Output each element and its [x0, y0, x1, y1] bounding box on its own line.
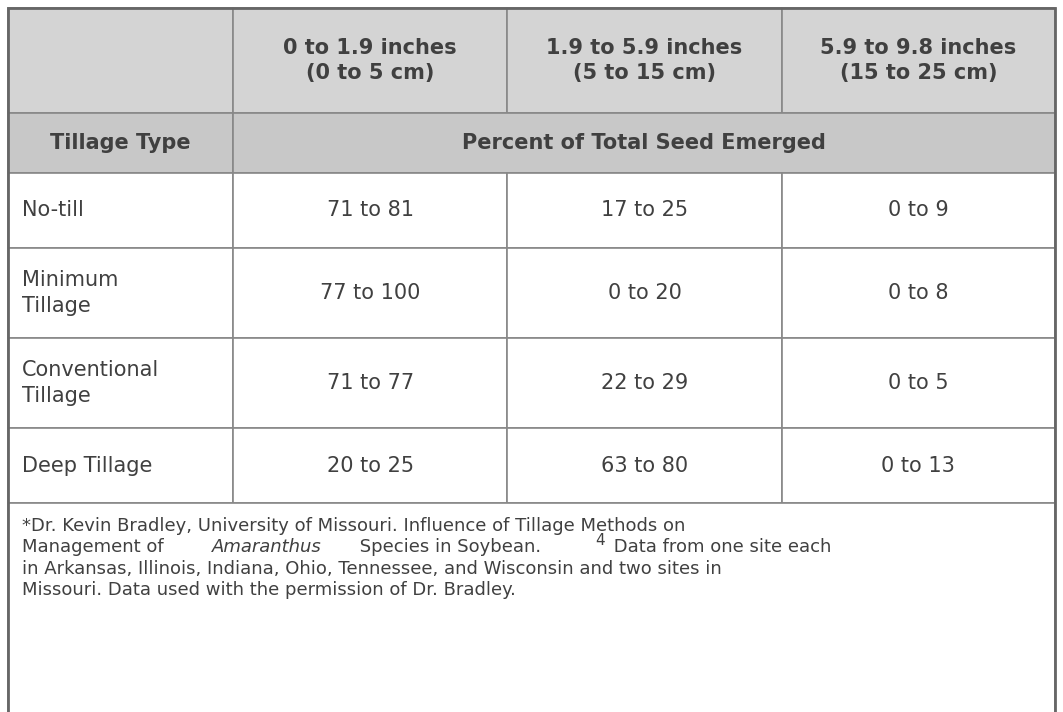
Bar — [781, 8, 1054, 113]
Text: 4: 4 — [595, 533, 605, 548]
Text: 71 to 77: 71 to 77 — [326, 373, 414, 393]
Bar — [233, 428, 507, 503]
Text: 71 to 81: 71 to 81 — [326, 201, 414, 221]
Bar — [233, 248, 507, 338]
Bar — [9, 338, 233, 428]
Bar — [9, 248, 233, 338]
Text: 5.9 to 9.8 inches
(15 to 25 cm): 5.9 to 9.8 inches (15 to 25 cm) — [821, 38, 1016, 83]
Text: Deep Tillage: Deep Tillage — [22, 456, 152, 476]
Text: Management of: Management of — [22, 538, 169, 557]
Text: *Dr. Kevin Bradley, University of Missouri. Influence of Tillage Methods on: *Dr. Kevin Bradley, University of Missou… — [22, 517, 686, 535]
Bar — [507, 428, 781, 503]
Bar — [507, 173, 781, 248]
Bar — [781, 338, 1054, 428]
Text: 0 to 20: 0 to 20 — [608, 283, 681, 303]
Bar — [233, 338, 507, 428]
Bar — [9, 503, 1054, 712]
Text: 22 to 29: 22 to 29 — [601, 373, 688, 393]
Bar — [9, 173, 233, 248]
Text: No-till: No-till — [22, 201, 84, 221]
Text: 63 to 80: 63 to 80 — [601, 456, 688, 476]
Text: Missouri. Data used with the permission of Dr. Bradley.: Missouri. Data used with the permission … — [22, 582, 516, 600]
Text: 17 to 25: 17 to 25 — [601, 201, 688, 221]
Text: 0 to 8: 0 to 8 — [888, 283, 948, 303]
Bar — [9, 428, 233, 503]
Text: Conventional
Tillage: Conventional Tillage — [22, 360, 159, 406]
Text: 0 to 1.9 inches
(0 to 5 cm): 0 to 1.9 inches (0 to 5 cm) — [284, 38, 457, 83]
Bar — [507, 338, 781, 428]
Text: 0 to 13: 0 to 13 — [881, 456, 956, 476]
Text: Species in Soybean.: Species in Soybean. — [354, 538, 541, 557]
Text: Amaranthus: Amaranthus — [213, 538, 322, 557]
Text: Minimum
Tillage: Minimum Tillage — [22, 270, 118, 316]
Bar — [781, 173, 1054, 248]
Bar — [233, 8, 507, 113]
Text: Data from one site each: Data from one site each — [608, 538, 831, 557]
Bar — [233, 113, 1054, 173]
Bar — [781, 428, 1054, 503]
Text: Percent of Total Seed Emerged: Percent of Total Seed Emerged — [462, 133, 826, 153]
Text: 77 to 100: 77 to 100 — [320, 283, 421, 303]
Text: in Arkansas, Illinois, Indiana, Ohio, Tennessee, and Wisconsin and two sites in: in Arkansas, Illinois, Indiana, Ohio, Te… — [22, 560, 722, 578]
Bar — [781, 248, 1054, 338]
Bar — [507, 8, 781, 113]
Bar — [9, 113, 233, 173]
Bar — [233, 173, 507, 248]
Text: 0 to 5: 0 to 5 — [888, 373, 948, 393]
Text: 1.9 to 5.9 inches
(5 to 15 cm): 1.9 to 5.9 inches (5 to 15 cm) — [546, 38, 743, 83]
Text: Tillage Type: Tillage Type — [50, 133, 191, 153]
Text: 0 to 9: 0 to 9 — [888, 201, 949, 221]
Text: 20 to 25: 20 to 25 — [326, 456, 414, 476]
Bar — [9, 8, 233, 113]
Bar — [507, 248, 781, 338]
